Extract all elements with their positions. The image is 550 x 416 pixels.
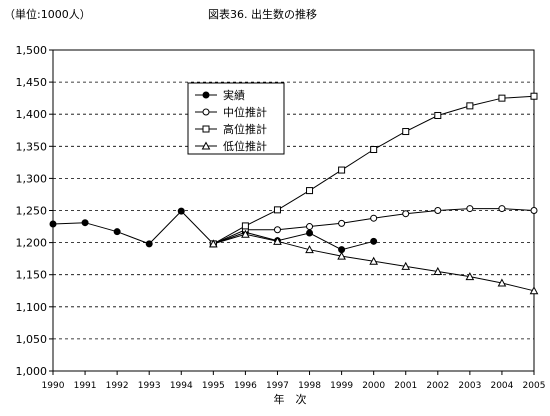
data-point-4 bbox=[208, 239, 218, 248]
data-point-1 bbox=[306, 229, 314, 237]
legend-label: 中位推計 bbox=[223, 105, 267, 119]
x-tick-label: 1990 bbox=[42, 381, 65, 391]
x-tick-label: 1992 bbox=[106, 381, 129, 391]
x-tick-label: 2003 bbox=[458, 381, 481, 391]
data-point-3 bbox=[498, 94, 506, 102]
data-point-4 bbox=[369, 256, 379, 265]
y-tick-label: 1,100 bbox=[16, 301, 48, 314]
y-tick-label: 1,150 bbox=[16, 269, 48, 282]
data-point-3 bbox=[241, 222, 249, 230]
data-point-4 bbox=[529, 286, 539, 295]
data-point-3 bbox=[402, 128, 410, 136]
data-point-4 bbox=[465, 272, 475, 281]
data-point-1 bbox=[145, 240, 153, 248]
grid-lines bbox=[53, 81, 534, 340]
data-point-4 bbox=[497, 278, 507, 287]
y-tick-label: 1,250 bbox=[16, 205, 48, 218]
legend-marker bbox=[202, 91, 210, 99]
x-tick-label: 2002 bbox=[426, 381, 449, 391]
data-point-4 bbox=[337, 251, 346, 260]
x-tick-label: 2004 bbox=[490, 381, 513, 391]
data-point-4 bbox=[401, 261, 411, 270]
data-point-4 bbox=[433, 266, 443, 275]
data-point-1 bbox=[81, 219, 89, 227]
legend-label: 高位推計 bbox=[223, 122, 267, 136]
data-point-3 bbox=[306, 187, 314, 195]
data-point-1 bbox=[113, 228, 121, 236]
legend-marker bbox=[202, 125, 210, 133]
y-tick-label: 1,200 bbox=[16, 237, 48, 250]
legend-label: 実績 bbox=[223, 88, 245, 102]
x-tick-label: 1997 bbox=[266, 381, 289, 391]
data-point-1 bbox=[177, 207, 185, 215]
legend-marker bbox=[201, 141, 211, 150]
y-tick-label: 1,350 bbox=[16, 140, 48, 153]
unit-label: （単位:1000人） bbox=[4, 7, 91, 21]
x-axis-title: 年 次 bbox=[274, 392, 307, 406]
chart-title: 図表36. 出生数の推移 bbox=[208, 7, 317, 21]
data-point-4 bbox=[241, 229, 250, 238]
legend-marker bbox=[202, 108, 210, 116]
y-tick-label: 1,300 bbox=[16, 172, 48, 185]
data-point-3 bbox=[466, 102, 474, 110]
y-tick-label: 1,450 bbox=[16, 76, 48, 89]
data-point-4 bbox=[305, 245, 314, 254]
data-point-2 bbox=[498, 205, 506, 213]
x-tick-label: 1995 bbox=[202, 381, 225, 391]
data-point-2 bbox=[530, 207, 538, 214]
data-point-3 bbox=[530, 92, 538, 100]
data-point-1 bbox=[49, 220, 57, 228]
data-point-2 bbox=[466, 205, 474, 213]
data-point-2 bbox=[434, 207, 442, 214]
data-point-3 bbox=[434, 111, 442, 119]
y-tick-label: 1,050 bbox=[16, 333, 48, 346]
x-tick-label: 1993 bbox=[138, 381, 161, 391]
x-tick-label: 1999 bbox=[330, 381, 353, 391]
data-point-2 bbox=[273, 226, 281, 234]
data-point-2 bbox=[370, 214, 378, 222]
data-point-3 bbox=[273, 206, 281, 214]
x-tick-label: 2005 bbox=[523, 381, 546, 391]
legend-label: 低位推計 bbox=[223, 139, 267, 153]
axis-labels: 1,000 1,050 1,100 1,150 1,200 1,250 1,300 1,350… bbox=[16, 44, 546, 391]
x-tick-label: 1994 bbox=[170, 381, 193, 391]
data-point-2 bbox=[402, 210, 410, 218]
x-tick-label: 1991 bbox=[74, 381, 97, 391]
data-point-1 bbox=[370, 237, 378, 245]
series-markers bbox=[49, 92, 539, 295]
x-tick-label: 2000 bbox=[362, 381, 385, 391]
x-tick-label: 2001 bbox=[394, 381, 417, 391]
x-tick-label: 1996 bbox=[234, 381, 257, 391]
y-tick-label: 1,000 bbox=[16, 365, 48, 378]
data-point-3 bbox=[338, 166, 346, 174]
data-point-2 bbox=[338, 219, 346, 227]
x-tick-label: 1998 bbox=[298, 381, 321, 391]
data-point-4 bbox=[273, 236, 282, 245]
data-point-3 bbox=[370, 146, 378, 154]
data-point-2 bbox=[306, 223, 314, 231]
y-tick-label: 1,400 bbox=[16, 108, 48, 121]
y-tick-label: 1,500 bbox=[16, 44, 48, 57]
